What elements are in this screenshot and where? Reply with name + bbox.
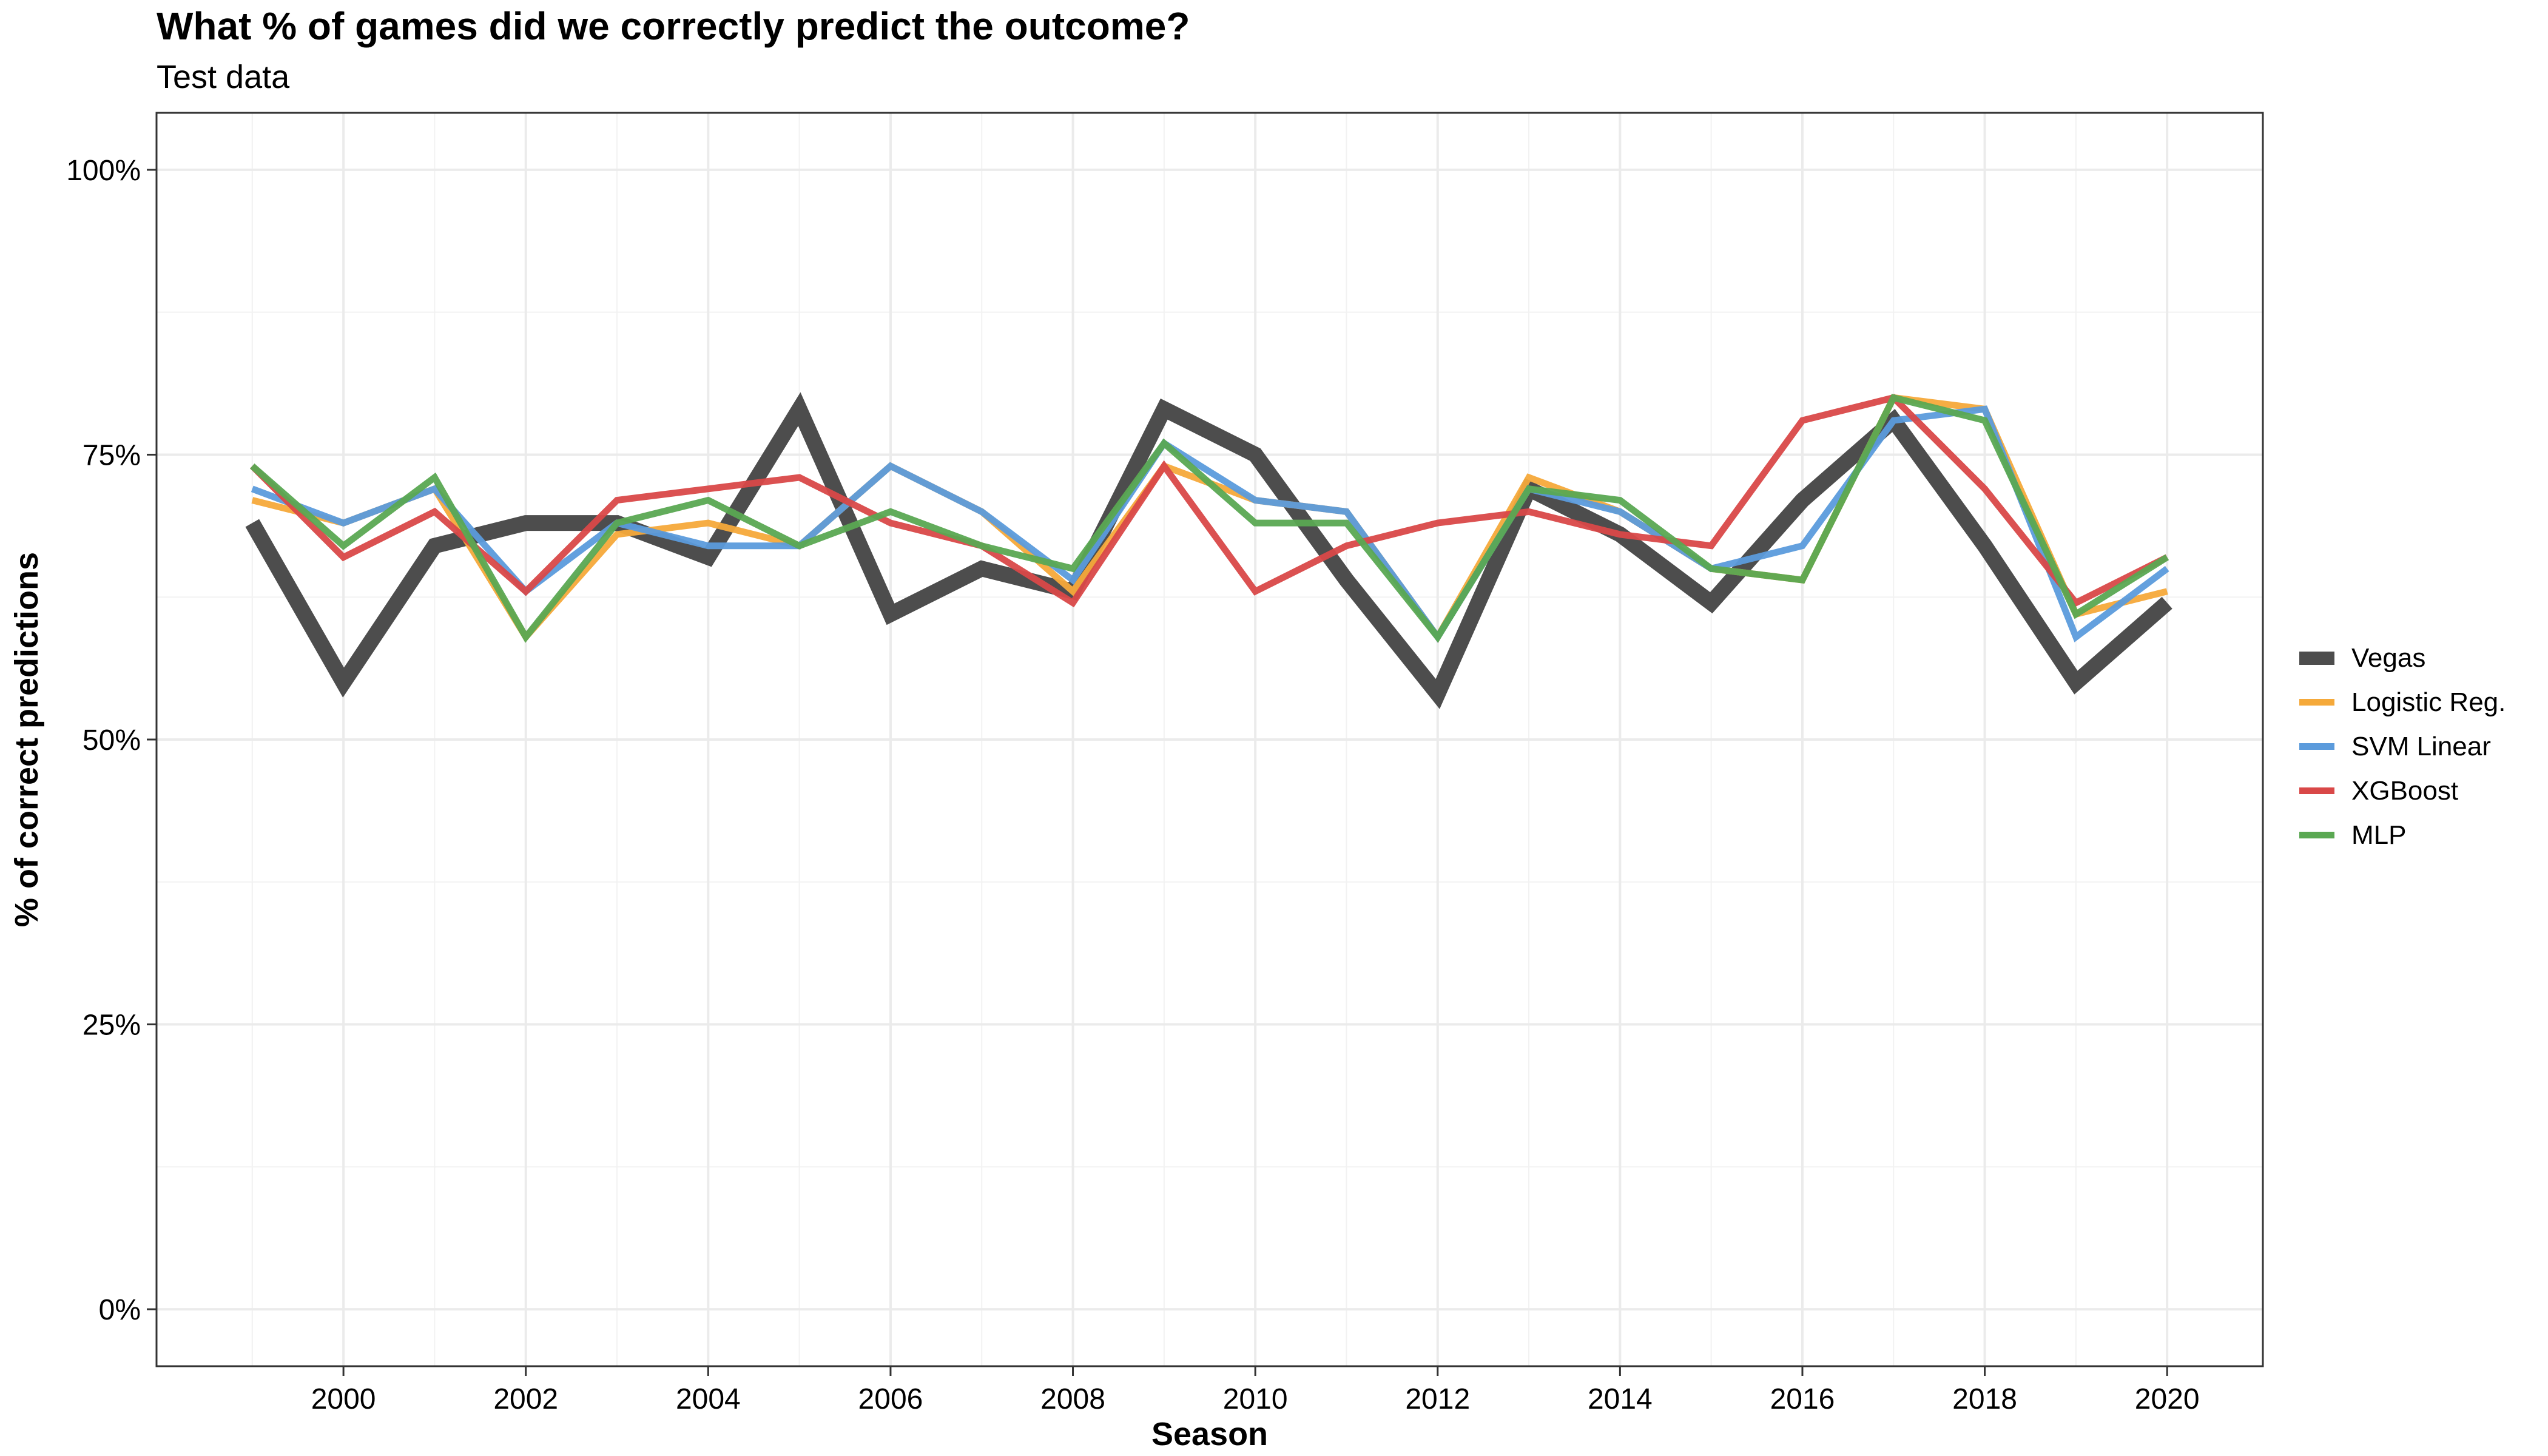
x-tick-label: 2018 xyxy=(1952,1383,2017,1415)
x-tick-label: 2002 xyxy=(493,1383,558,1415)
series-line-vegas xyxy=(245,392,2172,709)
legend-item-vegas: Vegas xyxy=(2299,636,2506,680)
y-tick-label: 100% xyxy=(66,155,141,187)
legend: Vegas Logistic Reg. SVM Linear XGBoost MLP xyxy=(2299,636,2506,857)
legend-label: XGBoost xyxy=(2351,775,2459,806)
legend-key-swatch xyxy=(2299,699,2334,706)
legend-key-swatch xyxy=(2299,743,2334,750)
legend-label: Logistic Reg. xyxy=(2351,687,2506,717)
x-tick-label: 2006 xyxy=(858,1383,923,1415)
legend-item-svm-linear: SVM Linear xyxy=(2299,724,2506,769)
chart-title: What % of games did we correctly predict… xyxy=(157,4,1190,48)
x-tick-label: 2010 xyxy=(1223,1383,1288,1415)
y-axis-label: % of correct predictions xyxy=(8,552,45,927)
legend-item-mlp: MLP xyxy=(2299,813,2506,857)
legend-key-swatch xyxy=(2299,787,2334,794)
y-tick-label: 50% xyxy=(83,724,141,757)
axes: 2000 2002 2004 2006 2008 2010 2012 2014 2016 2018… xyxy=(66,155,2199,1415)
grid-lines xyxy=(157,113,2263,1366)
series-line-mlp xyxy=(250,394,2169,643)
x-tick-label: 2012 xyxy=(1405,1383,1470,1415)
legend-label: SVM Linear xyxy=(2351,731,2491,761)
x-tick-label: 2004 xyxy=(676,1383,741,1415)
y-tick-label: 75% xyxy=(83,439,141,471)
legend-key-swatch xyxy=(2299,832,2334,838)
y-tick-label: 25% xyxy=(83,1009,141,1042)
legend-item-logistic-reg: Logistic Reg. xyxy=(2299,680,2506,724)
x-tick-label: 2020 xyxy=(2135,1383,2200,1415)
series-line-xgboost xyxy=(249,394,2169,608)
legend-item-xgboost: XGBoost xyxy=(2299,769,2506,813)
x-tick-label: 2008 xyxy=(1040,1383,1105,1415)
x-tick-label: 2000 xyxy=(311,1383,376,1415)
legend-key-swatch xyxy=(2299,651,2334,665)
legend-label: Vegas xyxy=(2351,642,2426,673)
legend-label: MLP xyxy=(2351,820,2407,850)
x-axis-label: Season xyxy=(1151,1416,1268,1452)
y-tick-label: 0% xyxy=(99,1294,141,1326)
chart-subtitle: Test data xyxy=(157,59,290,95)
x-tick-label: 2014 xyxy=(1588,1383,1653,1415)
x-tick-label: 2016 xyxy=(1770,1383,1835,1415)
series-lines xyxy=(245,392,2172,709)
